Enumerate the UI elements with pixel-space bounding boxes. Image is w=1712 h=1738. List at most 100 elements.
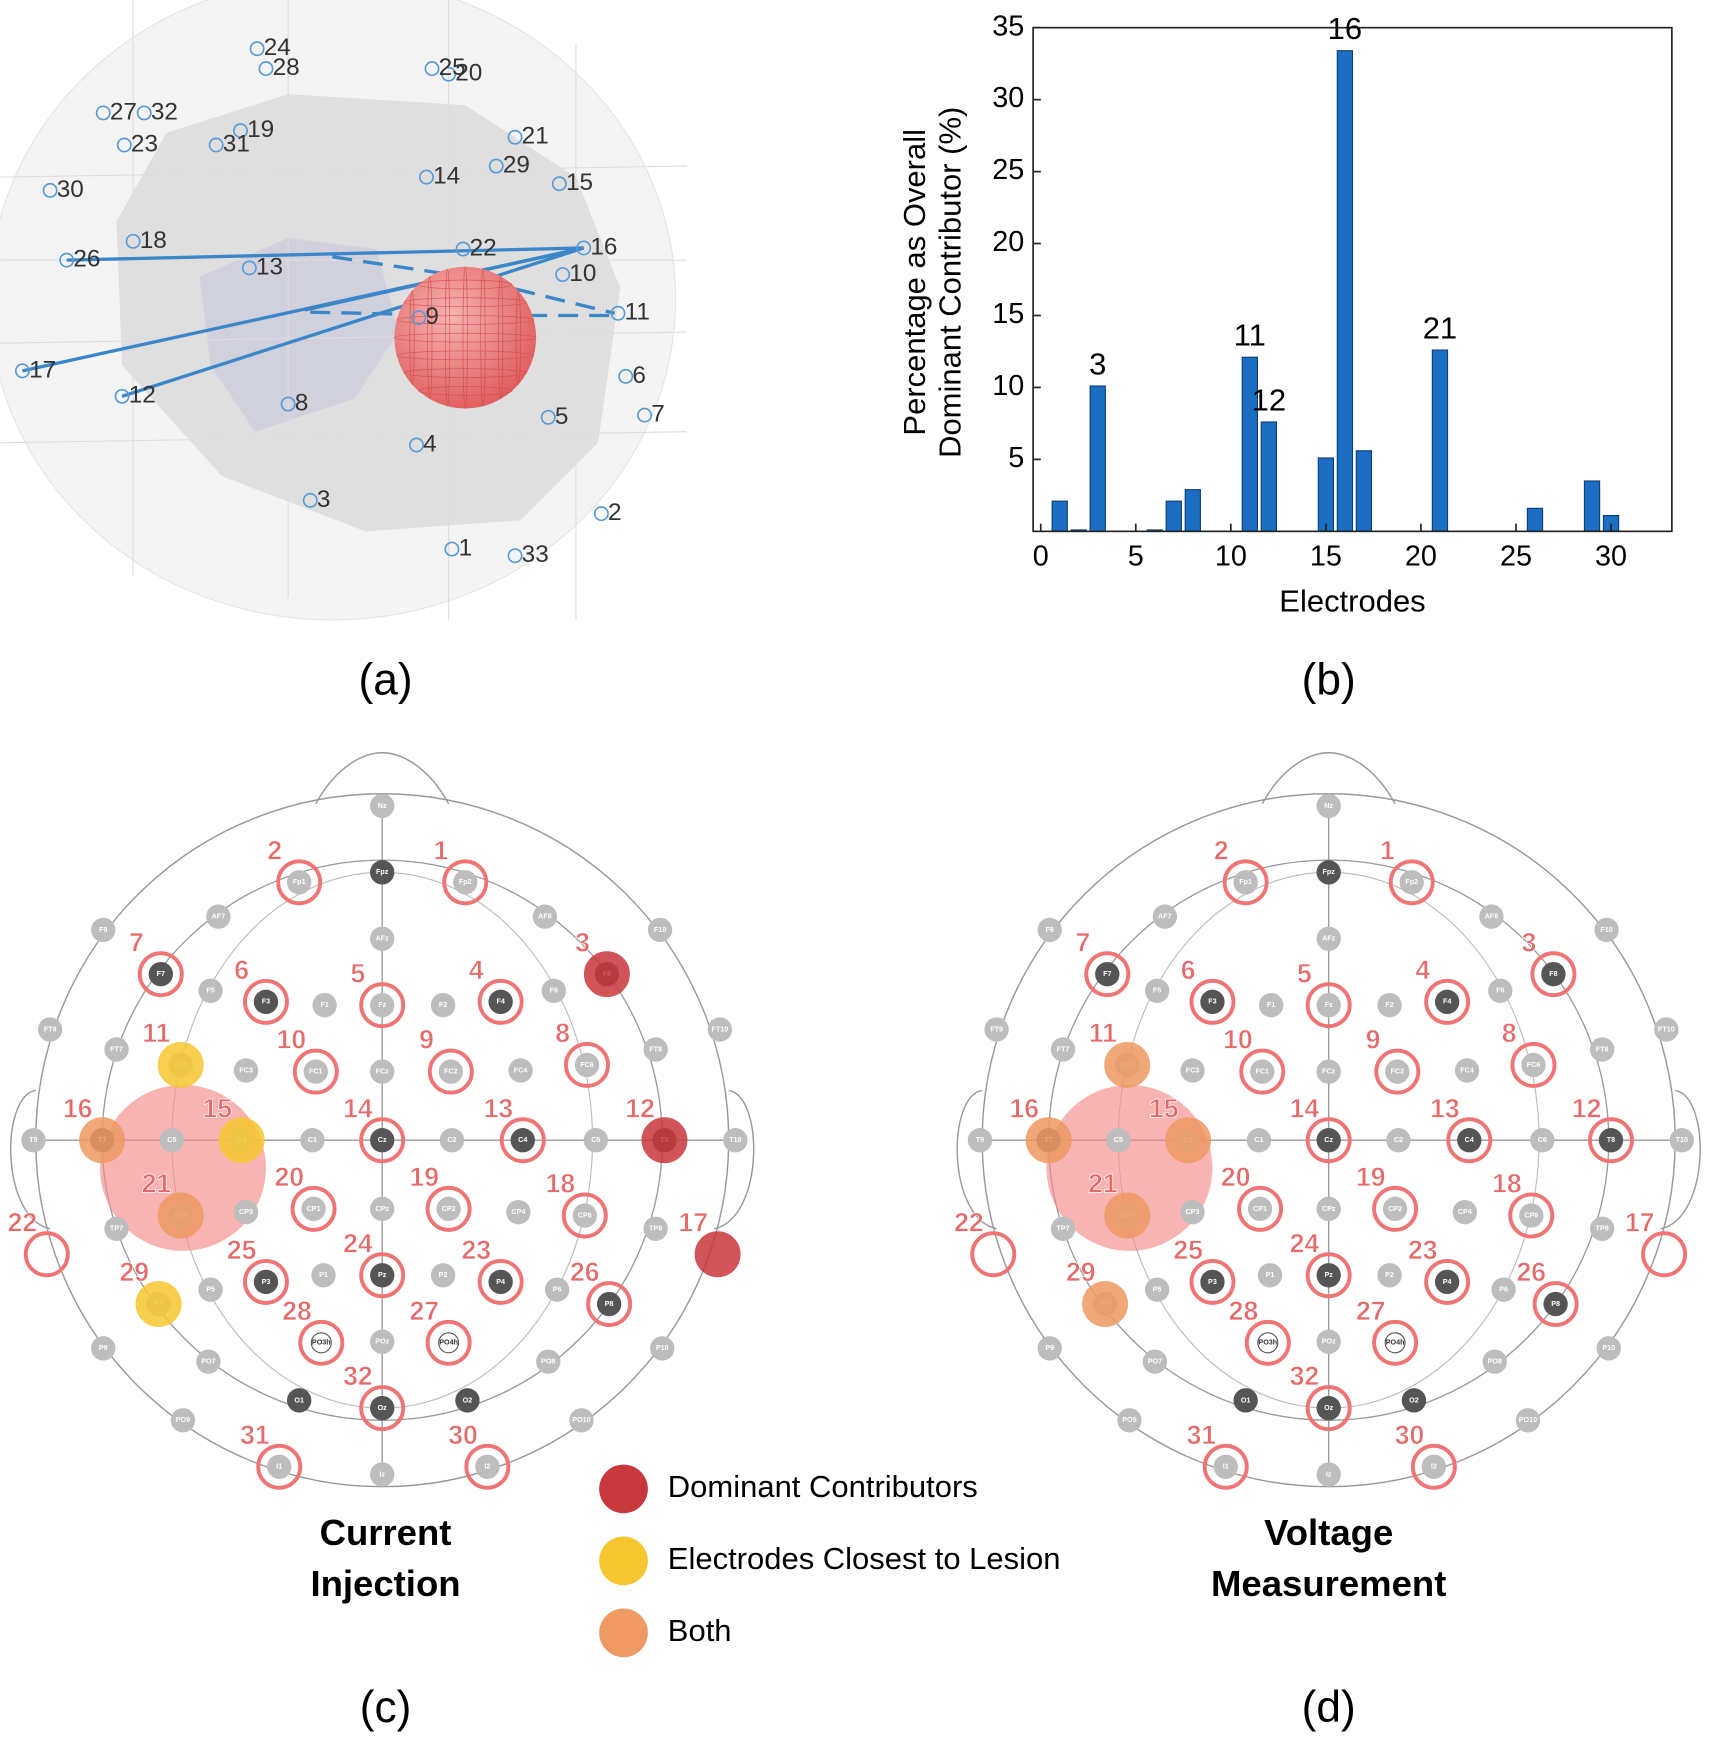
- eeg-site: [21, 1128, 46, 1153]
- eeg-site-label: F3: [262, 997, 270, 1006]
- electrode-number: 7: [1076, 927, 1091, 957]
- eeg-site-label: F4: [496, 997, 504, 1006]
- electrode-marker: [488, 158, 504, 174]
- eeg-site: [1421, 1454, 1447, 1479]
- eeg-site-label: O2: [1409, 1395, 1419, 1404]
- electrode-number: 2: [267, 835, 282, 865]
- eeg-site: [370, 1128, 395, 1153]
- eeg-site-label: CPz: [375, 1204, 389, 1213]
- eeg-site-label: PO9: [1122, 1415, 1136, 1424]
- electrode-ring: [1305, 1252, 1352, 1299]
- eeg-site-label: T10: [1676, 1135, 1688, 1144]
- electrode-number: 27: [1356, 1296, 1386, 1326]
- electrode-number: 32: [343, 1361, 373, 1391]
- electrode-ring: [1372, 1319, 1419, 1366]
- eeg-site-label: Nz: [1324, 801, 1333, 810]
- y-tick-label: 20: [992, 226, 1024, 258]
- eeg-site: [967, 1128, 993, 1153]
- eeg-map: NzFpzFp1Fp2AF7AFzAF8F9F7F5F3F1FzF2F4F6F8…: [7, 752, 755, 1604]
- eeg-site: [286, 870, 312, 895]
- eeg-site: [1247, 1196, 1273, 1222]
- electrode-label: 4: [423, 430, 437, 457]
- electrode-ring: [1446, 1117, 1493, 1164]
- electrode-marker: [637, 407, 653, 423]
- eeg-site-label: F5: [1153, 986, 1161, 995]
- electrode-number: 3: [1522, 927, 1537, 957]
- eeg-site: [198, 978, 223, 1003]
- electrode-label: 32: [151, 98, 178, 125]
- eeg-site-label: O1: [294, 1395, 304, 1404]
- ear: [956, 1089, 997, 1230]
- eeg-site: [1377, 992, 1402, 1018]
- electrode-number: 24: [343, 1228, 373, 1258]
- electrode-ring: [359, 982, 406, 1029]
- bar: [1355, 450, 1373, 532]
- electrode-marker: [14, 363, 30, 379]
- legend-label: Electrodes Closest to Lesion: [668, 1541, 1061, 1576]
- eeg-site-label: Iz: [1326, 1469, 1332, 1478]
- nose: [1261, 752, 1396, 805]
- highlight: [583, 951, 630, 998]
- highlight: [1165, 1117, 1212, 1164]
- eeg-site: [1382, 1196, 1408, 1222]
- eeg-site-label: Fp2: [1405, 877, 1418, 886]
- eeg-site-label: F6: [550, 986, 558, 995]
- eeg-site: [647, 917, 673, 943]
- eeg-site-label: F3: [1208, 997, 1216, 1006]
- eeg-site: [430, 992, 456, 1018]
- electrode-ring: [477, 978, 524, 1025]
- eeg-site: [1541, 961, 1566, 987]
- electrode-label: 5: [555, 403, 569, 430]
- eeg-site-label: F9: [1046, 925, 1054, 934]
- eeg-site-label: TP8: [649, 1224, 662, 1233]
- electrode-number: 19: [410, 1162, 440, 1192]
- electrode-ring: [1641, 1231, 1688, 1278]
- eeg-site: [1180, 1199, 1205, 1225]
- electrode-ring: [442, 859, 489, 906]
- electrode-ring: [425, 1185, 472, 1232]
- eeg-site: [1384, 1332, 1406, 1354]
- electrode-ring: [242, 1258, 289, 1305]
- electrode-number: 22: [954, 1207, 984, 1237]
- electrode-ring: [359, 1252, 406, 1299]
- electrode-number: 20: [274, 1162, 304, 1192]
- eeg-site: [1106, 1128, 1131, 1153]
- electrode-ring: [1244, 1319, 1291, 1366]
- eeg-site-label: Cz: [378, 1135, 387, 1144]
- sphere-grid: [480, 268, 486, 407]
- eeg-site: [1316, 1329, 1341, 1354]
- eeg-site: [438, 1332, 460, 1354]
- eeg-site-label: TP7: [110, 1224, 123, 1233]
- eeg-site: [1180, 1058, 1205, 1083]
- eeg-site: [370, 1329, 395, 1354]
- electrode-number: 3: [575, 927, 590, 957]
- eeg-site-label: FT7: [110, 1044, 123, 1053]
- eeg-site: [1377, 1263, 1402, 1288]
- highlight: [157, 1041, 204, 1088]
- eeg-site-label: F10: [654, 925, 666, 934]
- eeg-site-label: AF7: [1158, 912, 1172, 921]
- eeg-site: [1117, 1408, 1142, 1433]
- eeg-site: [37, 1017, 63, 1042]
- eeg-site: [370, 1059, 395, 1084]
- eeg-site-label: P1: [1266, 1270, 1275, 1279]
- eeg-site-label: PO4h: [439, 1338, 458, 1347]
- electrode-label: 10: [569, 260, 596, 287]
- eeg-site: [1452, 1199, 1478, 1225]
- electrode-number: 21: [1088, 1169, 1118, 1199]
- eeg-site-label: Iz: [379, 1469, 385, 1478]
- electrode-number: 23: [1408, 1235, 1438, 1265]
- eeg-site-label: C6: [591, 1135, 600, 1144]
- map-title: Voltage: [1264, 1512, 1393, 1553]
- electrode-ring: [1189, 1258, 1236, 1305]
- eeg-site-label: I2: [484, 1462, 490, 1471]
- eeg-site: [596, 1291, 622, 1317]
- electrode-ring: [1305, 1385, 1352, 1432]
- electrode-number: 12: [1572, 1093, 1602, 1123]
- electrode-ring: [1222, 859, 1269, 906]
- electrode-number: 30: [448, 1420, 478, 1450]
- eeg-site: [1316, 1395, 1341, 1421]
- electrode-label: 27: [110, 98, 137, 125]
- electrode-marker: [302, 492, 318, 508]
- electrode-ring: [1305, 1117, 1352, 1164]
